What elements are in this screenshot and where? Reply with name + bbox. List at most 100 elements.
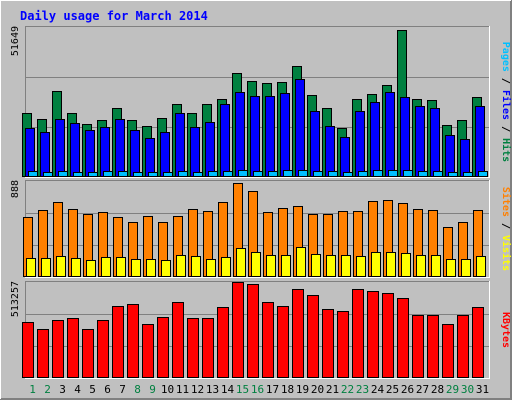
bar-pages-day-17 — [268, 171, 278, 177]
bar-sites-day-23 — [356, 256, 366, 277]
bar-kbytes-day-12 — [187, 318, 199, 378]
bar-files-day-21 — [325, 126, 335, 177]
bar-files-day-28 — [430, 108, 440, 177]
x-tick-label: 31 — [476, 383, 489, 396]
bar-sites-day-8 — [131, 259, 141, 277]
bar-pages-day-21 — [328, 171, 338, 177]
x-tick-label: 12 — [191, 383, 204, 396]
legend-entry: Visits — [500, 235, 512, 271]
x-tick-label: 8 — [134, 383, 141, 396]
bar-kbytes-day-5 — [82, 329, 94, 378]
bar-files-day-26 — [400, 97, 410, 177]
bar-pages-day-22 — [343, 172, 353, 177]
bar-kbytes-day-14 — [217, 307, 229, 378]
x-tick-label: 13 — [206, 383, 219, 396]
x-tick-label: 20 — [311, 383, 324, 396]
bar-kbytes-day-9 — [142, 324, 154, 378]
bar-pages-day-11 — [178, 171, 188, 177]
bar-pages-day-15 — [238, 170, 248, 177]
bar-pages-day-6 — [103, 171, 113, 177]
bar-pages-day-29 — [448, 172, 458, 177]
x-tick-label: 4 — [74, 383, 81, 396]
bar-files-day-1 — [25, 128, 35, 177]
bar-sites-day-29 — [446, 259, 456, 277]
bar-pages-day-27 — [418, 171, 428, 177]
bar-pages-day-10 — [163, 172, 173, 177]
bar-files-day-5 — [85, 130, 95, 177]
bar-pages-day-24 — [373, 170, 383, 177]
bar-pages-day-20 — [313, 171, 323, 177]
x-tick-label: 17 — [266, 383, 279, 396]
panel-legend: KBytes — [500, 312, 511, 348]
bar-sites-day-7 — [116, 257, 126, 277]
bar-sites-day-17 — [266, 255, 276, 277]
bar-kbytes-day-24 — [367, 291, 379, 378]
bar-kbytes-day-19 — [292, 289, 304, 378]
bar-pages-day-3 — [58, 171, 68, 177]
bar-sites-day-26 — [401, 253, 411, 277]
bar-pages-day-2 — [43, 172, 53, 177]
x-tick-label: 21 — [326, 383, 339, 396]
bar-files-day-17 — [265, 96, 275, 177]
legend-entry: Sites — [500, 187, 512, 217]
x-tick-label: 18 — [281, 383, 294, 396]
bar-sites-day-4 — [71, 258, 81, 277]
bar-sites-day-6 — [101, 257, 111, 277]
bar-sites-day-12 — [191, 256, 201, 277]
bar-kbytes-day-4 — [67, 318, 79, 378]
bar-sites-day-31 — [476, 256, 486, 277]
bar-sites-day-21 — [326, 255, 336, 277]
bar-kbytes-day-21 — [322, 309, 334, 378]
bar-sites-day-22 — [341, 255, 351, 277]
legend-entry: Hits — [500, 138, 512, 162]
legend-entry: / — [500, 72, 511, 90]
bar-kbytes-day-8 — [127, 304, 139, 378]
bar-kbytes-day-15 — [232, 282, 244, 378]
x-tick-label: 16 — [251, 383, 264, 396]
bar-files-day-24 — [370, 102, 380, 177]
x-tick-label: 26 — [401, 383, 414, 396]
bar-pages-day-23 — [358, 171, 368, 177]
x-tick-label: 2 — [44, 383, 51, 396]
x-tick-label: 9 — [149, 383, 156, 396]
bar-pages-day-9 — [148, 172, 158, 177]
bar-sites-day-10 — [161, 260, 171, 277]
panel-kbytes: 513257 KBytes — [10, 281, 511, 379]
bar-files-day-22 — [340, 137, 350, 177]
bar-files-day-25 — [385, 92, 395, 177]
bar-kbytes-day-2 — [37, 329, 49, 378]
bar-pages-day-19 — [298, 170, 308, 177]
bar-sites-day-19 — [296, 247, 306, 277]
bar-pages-day-25 — [388, 170, 398, 177]
bar-files-day-16 — [250, 96, 260, 177]
bar-sites-day-2 — [41, 258, 51, 277]
legend-entry: Files — [500, 90, 512, 120]
bar-files-day-30 — [460, 139, 470, 177]
bar-kbytes-day-16 — [247, 284, 259, 378]
bar-kbytes-day-30 — [457, 315, 469, 378]
x-tick-label: 30 — [461, 383, 474, 396]
x-tick-label: 3 — [59, 383, 66, 396]
panels-layer: 51649 Pages / Files / Hits 888 Sites / Visi… — [10, 26, 512, 379]
bar-pages-day-16 — [253, 171, 263, 177]
bar-files-day-3 — [55, 119, 65, 177]
bar-pages-day-14 — [223, 171, 233, 177]
bar-pages-day-30 — [463, 172, 473, 177]
legend-entry: Pages — [500, 42, 511, 72]
bar-files-day-7 — [115, 119, 125, 177]
bar-sites-day-27 — [416, 255, 426, 277]
y-max-label: 888 — [10, 180, 21, 198]
bar-pages-day-1 — [28, 171, 38, 177]
bar-sites-day-5 — [86, 260, 96, 277]
bar-pages-day-18 — [283, 170, 293, 177]
bar-sites-day-18 — [281, 255, 291, 277]
bar-sites-day-15 — [236, 248, 246, 277]
x-tick-label: 27 — [416, 383, 429, 396]
x-tick-label: 25 — [386, 383, 399, 396]
legend-entry: / — [500, 217, 511, 235]
bar-files-day-23 — [355, 111, 365, 177]
legend-entry: / — [500, 120, 511, 138]
x-tick-label: 24 — [371, 383, 385, 396]
bar-pages-day-13 — [208, 171, 218, 177]
bar-kbytes-day-10 — [157, 317, 169, 378]
